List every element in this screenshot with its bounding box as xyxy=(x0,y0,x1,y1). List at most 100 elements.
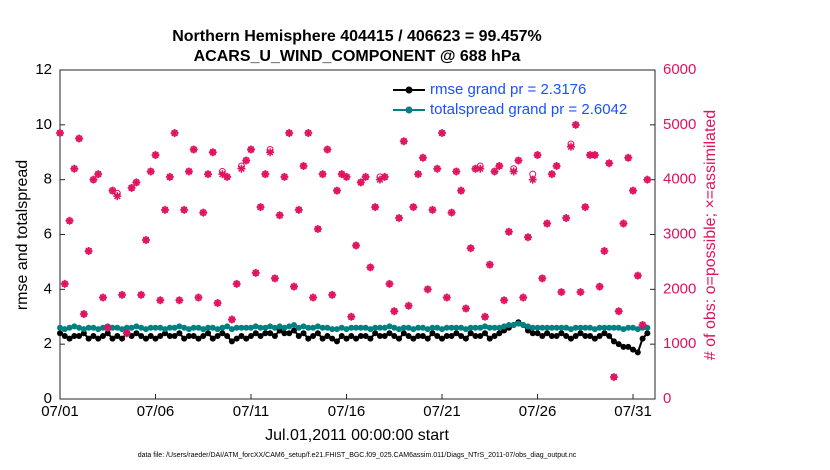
data-point xyxy=(243,335,250,342)
obs-assimilated xyxy=(337,170,346,179)
data-point xyxy=(625,343,632,350)
data-point xyxy=(290,321,297,328)
data-point xyxy=(482,330,488,337)
data-point xyxy=(300,323,307,330)
data-point xyxy=(567,326,574,333)
data-point xyxy=(510,321,517,328)
legend-marker xyxy=(405,106,413,114)
data-point xyxy=(200,326,207,333)
data-point xyxy=(224,332,231,339)
data-point xyxy=(462,326,469,333)
obs-assimilated xyxy=(452,167,461,176)
data-point xyxy=(405,332,412,339)
obs-assimilated xyxy=(552,161,561,170)
data-point xyxy=(95,335,102,342)
data-point xyxy=(534,330,541,337)
data-point xyxy=(286,330,293,337)
data-point xyxy=(119,326,126,333)
data-point xyxy=(376,324,383,331)
data-point xyxy=(166,332,173,339)
data-point xyxy=(310,332,317,339)
data-point xyxy=(66,324,73,331)
data-point xyxy=(80,326,87,333)
data-point xyxy=(128,324,135,331)
data-point xyxy=(434,324,441,331)
data-point xyxy=(333,326,340,333)
data-point xyxy=(80,330,87,337)
data-point xyxy=(462,335,469,342)
obs-assimilated xyxy=(275,211,284,220)
data-point xyxy=(71,332,78,339)
data-point xyxy=(324,332,331,339)
data-point xyxy=(190,324,197,331)
x-tick-label: 07/01 xyxy=(41,403,79,420)
obs-assimilated xyxy=(609,373,618,382)
data-point xyxy=(630,324,637,331)
y-tick-label: 12 xyxy=(35,61,52,78)
data-point xyxy=(99,324,106,331)
data-point xyxy=(558,324,565,331)
data-point xyxy=(286,323,293,330)
obs-assimilated xyxy=(352,241,361,250)
data-point xyxy=(572,324,579,331)
data-point xyxy=(505,321,512,328)
data-point xyxy=(267,323,274,330)
data-point xyxy=(267,330,274,337)
obs-assimilated xyxy=(132,178,141,187)
obs-assimilated xyxy=(414,170,423,179)
data-point xyxy=(467,330,474,337)
x-tick-label: 07/16 xyxy=(328,403,366,420)
data-point xyxy=(166,324,173,331)
data-point xyxy=(415,332,422,339)
obs-assimilated xyxy=(528,175,537,184)
obs-assimilated xyxy=(194,293,203,302)
data-point xyxy=(615,341,622,348)
obs-assimilated xyxy=(466,244,475,253)
obs-assimilated xyxy=(538,274,547,283)
data-point xyxy=(429,324,436,331)
data-point xyxy=(205,324,212,331)
obs-assimilated xyxy=(423,285,432,294)
data-point xyxy=(324,324,331,331)
data-point xyxy=(372,324,379,331)
data-point xyxy=(85,335,92,342)
data-point xyxy=(114,332,121,339)
obs-assimilated xyxy=(294,205,303,214)
obs-assimilated xyxy=(433,164,442,173)
obs-assimilated xyxy=(184,167,193,176)
data-point xyxy=(372,330,379,337)
data-point xyxy=(606,332,613,339)
data-point xyxy=(524,323,531,330)
data-point xyxy=(357,332,364,339)
obs-assimilated xyxy=(108,186,117,195)
obs-assimilated xyxy=(509,167,518,176)
data-point xyxy=(458,324,465,331)
data-point xyxy=(572,332,579,339)
obs-assimilated xyxy=(280,172,289,181)
data-point xyxy=(181,324,188,331)
data-point xyxy=(295,324,302,331)
obs-assimilated xyxy=(547,170,556,179)
data-point xyxy=(343,335,350,342)
data-point xyxy=(128,332,135,339)
data-point xyxy=(262,324,269,331)
y-tick-label: 4 xyxy=(44,280,52,297)
obs-assimilated xyxy=(189,145,198,154)
data-point xyxy=(577,324,584,331)
data-point xyxy=(391,332,398,339)
data-point xyxy=(453,324,460,331)
data-point xyxy=(109,335,116,342)
obs-assimilated xyxy=(471,164,480,173)
data-point xyxy=(496,330,503,337)
obs-assimilated xyxy=(98,293,107,302)
data-point xyxy=(501,327,508,334)
data-point xyxy=(539,324,546,331)
obs-assimilated xyxy=(543,219,552,228)
data-point xyxy=(553,332,560,339)
obs-assimilated xyxy=(404,301,413,310)
obs-assimilated xyxy=(457,186,466,195)
data-point xyxy=(57,330,63,337)
obs-assimilated xyxy=(227,315,236,324)
data-point xyxy=(300,330,307,337)
chart-subtitle: ACARS_U_WIND_COMPONENT @ 688 hPa xyxy=(194,48,521,65)
